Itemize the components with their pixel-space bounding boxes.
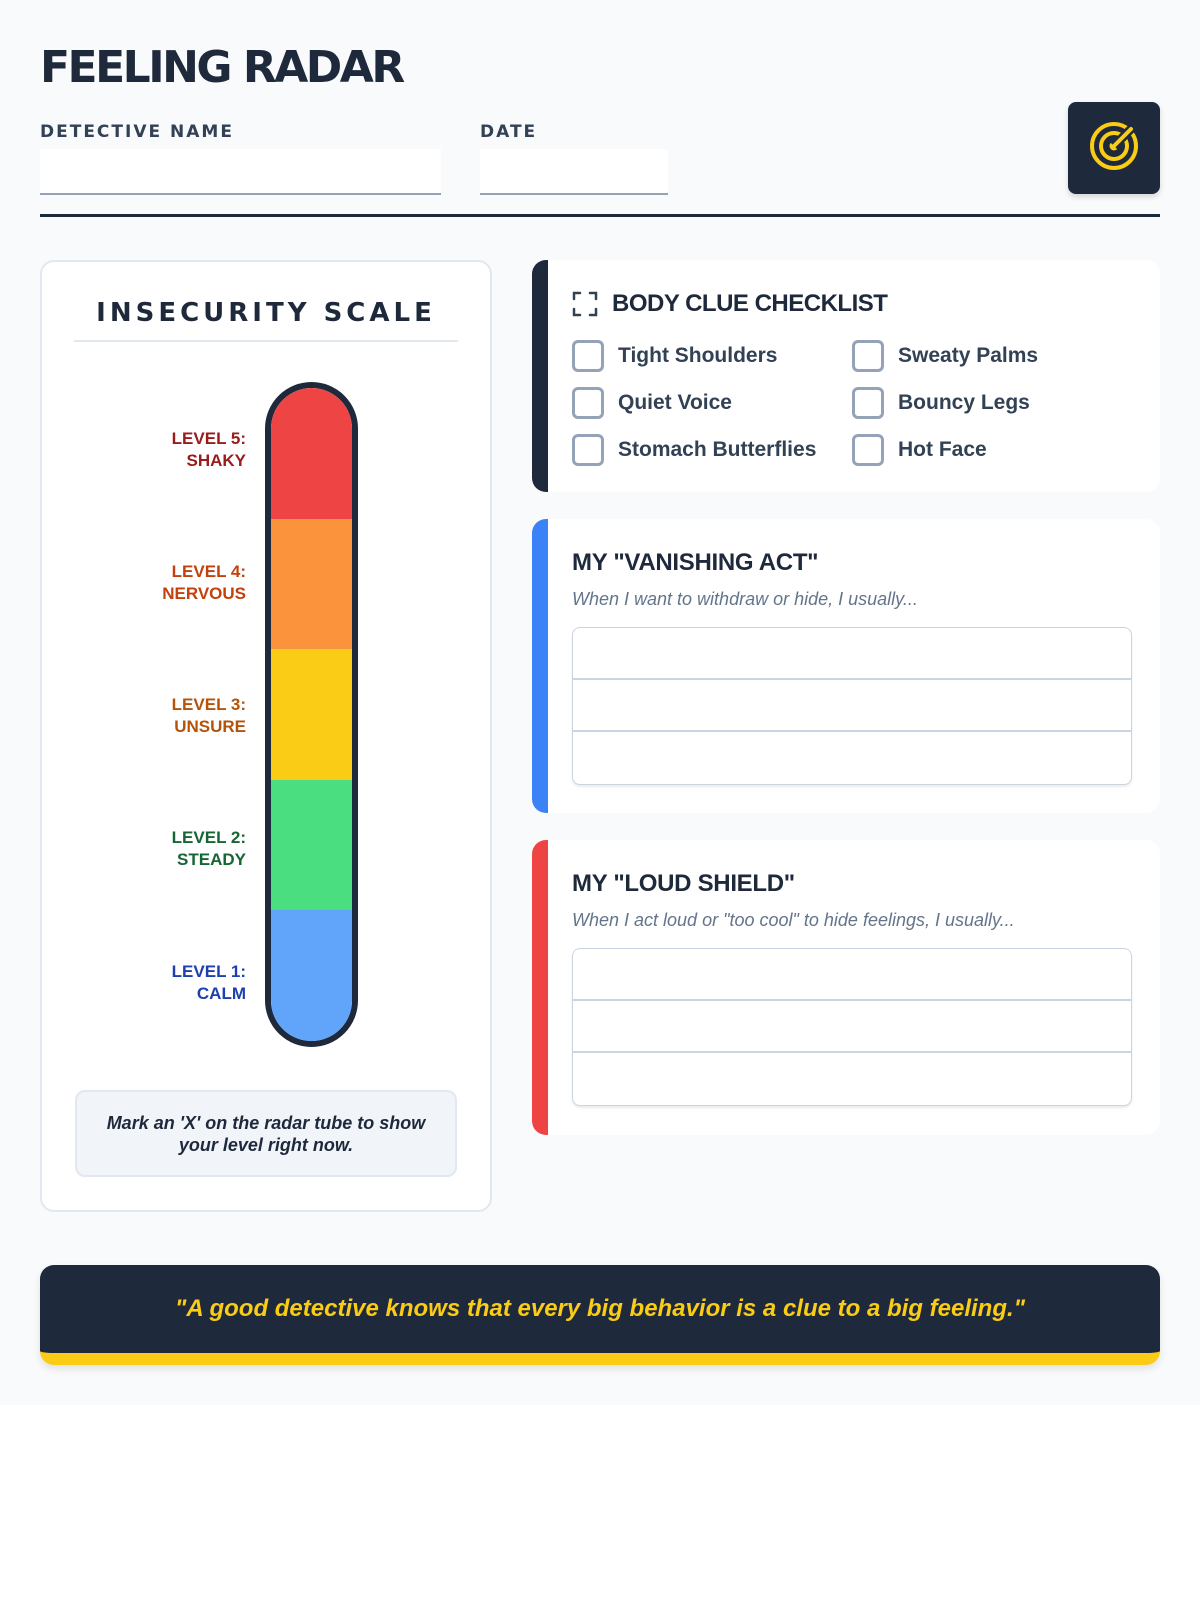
vanishing-accent-bar: [532, 519, 548, 813]
level-feeling: NERVOUS: [162, 584, 246, 603]
level-number: LEVEL 1:: [171, 962, 246, 981]
vanishing-act-title: MY "VANISHING ACT": [572, 549, 819, 576]
checkbox[interactable]: [572, 340, 604, 372]
level-feeling: STEADY: [177, 850, 246, 869]
vanishing-act-card: MY "VANISHING ACT" When I want to withdr…: [532, 519, 1160, 813]
level-label-2: LEVEL 2: STEADY: [172, 827, 246, 871]
checklist-item[interactable]: Bouncy Legs: [852, 387, 1030, 419]
loud-shield-card: MY "LOUD SHIELD" When I act loud or "too…: [532, 840, 1160, 1135]
level-number: LEVEL 5:: [171, 429, 246, 448]
checklist-item[interactable]: Quiet Voice: [572, 387, 732, 419]
checklist-item-label: Stomach Butterflies: [618, 438, 817, 461]
vanishing-act-writing-box[interactable]: [572, 627, 1132, 785]
level-number: LEVEL 2:: [171, 828, 246, 847]
writing-line[interactable]: [573, 628, 1131, 680]
level-number: LEVEL 3:: [171, 695, 246, 714]
writing-line[interactable]: [573, 1053, 1131, 1105]
page-title: FEELING RADAR: [40, 42, 405, 93]
checklist-item[interactable]: Stomach Butterflies: [572, 434, 816, 466]
vanishing-act-prompt: When I want to withdraw or hide, I usual…: [572, 589, 918, 609]
checklist-item-label: Hot Face: [898, 438, 987, 461]
loud-shield-writing-box[interactable]: [572, 948, 1132, 1106]
radar-tube[interactable]: [265, 382, 358, 1047]
shield-accent-bar: [532, 840, 548, 1135]
checklist-item-label: Tight Shoulders: [618, 344, 778, 367]
radar-badge: [1068, 102, 1160, 194]
checklist-header: BODY CLUE CHECKLIST: [572, 290, 888, 318]
tube-segment-level-5[interactable]: [271, 388, 352, 519]
level-label-3: LEVEL 3: UNSURE: [172, 694, 246, 738]
checklist-accent-bar: [532, 260, 548, 492]
level-number: LEVEL 4:: [171, 562, 246, 581]
tube-segment-level-3[interactable]: [271, 649, 352, 780]
scale-title-divider: [74, 340, 458, 342]
checklist-item[interactable]: Hot Face: [852, 434, 987, 466]
quote-banner: "A good detective knows that every big b…: [40, 1265, 1160, 1365]
checkbox[interactable]: [852, 387, 884, 419]
level-label-4: LEVEL 4: NERVOUS: [162, 561, 246, 605]
header-divider: [40, 214, 1160, 217]
checklist-item-label: Quiet Voice: [618, 391, 732, 414]
date-label: DATE: [480, 122, 538, 142]
checklist-item[interactable]: Tight Shoulders: [572, 340, 777, 372]
scale-instructions: Mark an 'X' on the radar tube to show yo…: [75, 1090, 457, 1177]
level-feeling: SHAKY: [186, 451, 246, 470]
detective-name-field[interactable]: [40, 149, 441, 195]
level-feeling: CALM: [196, 984, 246, 1003]
scan-icon: [572, 291, 598, 317]
checklist-title: BODY CLUE CHECKLIST: [612, 290, 888, 317]
body-clue-checklist-card: BODY CLUE CHECKLIST Tight Shoulders Sweat…: [532, 260, 1160, 492]
loud-shield-title: MY "LOUD SHIELD": [572, 870, 795, 897]
detective-name-label: DETECTIVE NAME: [40, 122, 234, 142]
date-field[interactable]: [480, 149, 668, 195]
radar-icon: [1087, 119, 1141, 178]
tube-segment-level-1[interactable]: [271, 910, 352, 1041]
tube-segment-level-2[interactable]: [271, 779, 352, 911]
level-label-1: LEVEL 1: CALM: [172, 961, 246, 1005]
checkbox[interactable]: [572, 387, 604, 419]
checklist-item[interactable]: Sweaty Palms: [852, 340, 1038, 372]
level-label-5: LEVEL 5: SHAKY: [172, 428, 246, 472]
writing-line[interactable]: [573, 680, 1131, 732]
writing-line[interactable]: [573, 1001, 1131, 1053]
checklist-item-label: Sweaty Palms: [898, 344, 1039, 367]
checkbox[interactable]: [852, 340, 884, 372]
writing-line[interactable]: [573, 949, 1131, 1001]
level-feeling: UNSURE: [174, 717, 246, 736]
checkbox[interactable]: [852, 434, 884, 466]
worksheet-page: FEELING RADAR DETECTIVE NAME DATE INSECU…: [40, 42, 1160, 1365]
checklist-item-label: Bouncy Legs: [898, 391, 1030, 414]
insecurity-scale-title: INSECURITY SCALE: [96, 298, 436, 328]
tube-segment-level-4[interactable]: [271, 518, 352, 650]
loud-shield-prompt: When I act loud or "too cool" to hide fe…: [572, 910, 1015, 930]
checkbox[interactable]: [572, 434, 604, 466]
writing-line[interactable]: [573, 732, 1131, 784]
detective-quote: "A good detective knows that every big b…: [174, 1295, 1026, 1322]
